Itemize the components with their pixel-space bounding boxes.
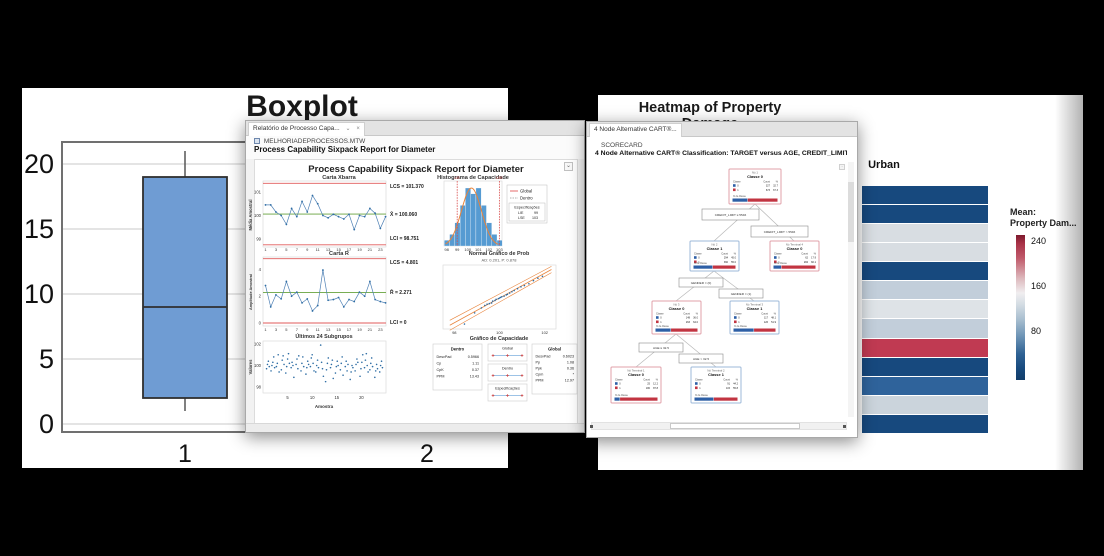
heatmap-cell (862, 376, 988, 395)
heatmap-colorbar (1016, 235, 1025, 380)
svg-text:Valores: Valores (248, 359, 253, 375)
worksheet-icon (254, 138, 260, 144)
heatmap-cell (862, 281, 988, 300)
cart-worksheet-line: SCORECARD (601, 142, 643, 149)
heatmap-cell (862, 262, 988, 281)
heatmap-cell (862, 205, 988, 224)
heatmap-cell (862, 414, 988, 433)
svg-text:5: 5 (39, 344, 54, 374)
legend-line1: Mean: (1010, 207, 1037, 217)
cart-horizontal-scrollbar[interactable] (591, 422, 847, 430)
cart-output-heading: 4 Node Alternative CART® Classification:… (595, 150, 847, 157)
svg-text:10: 10 (24, 279, 54, 309)
heatmap-column-header: Urban (868, 159, 900, 171)
svg-text:1: 1 (178, 440, 192, 468)
cart-expand-button[interactable]: · (839, 164, 845, 170)
cart-window: 4 Node Alternative CART®... SCORECARD 4 … (586, 121, 858, 438)
heatmap-cell (862, 338, 988, 357)
heatmap-cell (862, 357, 988, 376)
cap-tab-label: Relatório de Processo Capa... (253, 125, 340, 132)
cap-worksheet-name: MELHORIADEPROCESSOS.MTW (263, 138, 366, 145)
box (142, 176, 228, 399)
cap-tabbar: Relatório de Processo Capa... ⌄ × (246, 121, 584, 136)
svg-text:2: 2 (420, 440, 434, 468)
colorbar-tick-80: 80 (1031, 326, 1042, 336)
cart-tabbar: 4 Node Alternative CART®... (587, 122, 857, 137)
cart-canvas (587, 137, 857, 437)
cap-report-panel (254, 159, 578, 425)
cart-tab[interactable]: 4 Node Alternative CART®... (589, 123, 682, 137)
cart-vertical-scrollbar[interactable] (848, 162, 854, 417)
cap-tab[interactable]: Relatório de Processo Capa... ⌄ × (248, 122, 365, 136)
legend-line2: Property Dam... (1010, 218, 1077, 228)
svg-text:Média Amostral: Média Amostral (248, 199, 253, 230)
cart-hscroll-thumb[interactable] (670, 423, 800, 429)
heatmap-cell (862, 243, 988, 262)
colorbar-tick-240: 240 (1031, 236, 1047, 246)
cap-output-heading: Process Capability Sixpack Report for Di… (254, 145, 436, 154)
cap-content-strip (246, 136, 584, 159)
svg-text:20: 20 (24, 149, 54, 179)
heatmap-cell (862, 224, 988, 243)
heatmap-cell (862, 186, 988, 205)
cap-worksheet-line: MELHORIADEPROCESSOS.MTW (254, 138, 365, 145)
heatmap-cell (862, 300, 988, 319)
colorbar-tick-160: 160 (1031, 281, 1047, 291)
cart-tab-label: 4 Node Alternative CART®... (594, 126, 677, 133)
heatmap-legend-title: Mean: Property Dam... (1010, 207, 1077, 229)
cart-hscroll-right-arrow[interactable] (843, 425, 846, 428)
cart-vscroll-thumb[interactable] (848, 182, 854, 242)
cart-hscroll-left-arrow[interactable] (590, 425, 593, 428)
cap-report-expand-button[interactable]: ⌄ (564, 162, 573, 171)
svg-text:0: 0 (39, 409, 54, 439)
heatmap-column (862, 186, 988, 434)
cap-tab-close-icon[interactable]: × (356, 126, 360, 132)
cart-worksheet-name: SCORECARD (601, 142, 643, 149)
boxplot-card-title: Boxplot (246, 90, 358, 123)
cap-tab-collapse-icon[interactable]: ⌄ (345, 126, 351, 132)
capability-window: Relatório de Processo Capa... ⌄ × MELHOR… (245, 120, 585, 433)
heatmap-cell (862, 319, 988, 338)
cap-window-footer (246, 423, 584, 432)
svg-text:Amplitude Amostral: Amplitude Amostral (249, 274, 253, 310)
card-fold-shadow (1055, 95, 1083, 470)
heatmap-cell (862, 395, 988, 414)
svg-text:15: 15 (24, 214, 54, 244)
